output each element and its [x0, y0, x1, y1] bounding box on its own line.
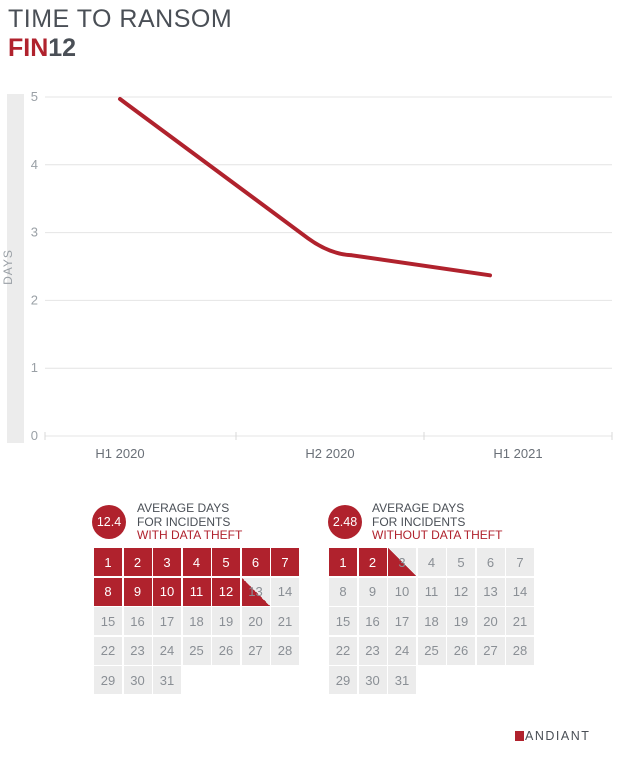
caption-line-1: AVERAGE DAYS — [372, 501, 465, 515]
calendar-day: 31 — [153, 666, 181, 694]
series-line — [118, 97, 492, 278]
calendar-day: 22 — [329, 636, 357, 665]
x-tick-label: H1 2021 — [493, 446, 542, 461]
calendar-day: 7 — [506, 548, 534, 576]
average-days-badge: 2.48 — [328, 505, 362, 539]
calendar-day: 30 — [123, 666, 152, 694]
x-tick-labels: H1 2020 H2 2020 H1 2021 — [95, 446, 542, 461]
calendar-day: 14 — [506, 577, 534, 606]
calendar-day: 26 — [447, 636, 475, 665]
x-tick-label: H1 2020 — [95, 446, 144, 461]
calendar-day: 21 — [271, 607, 299, 635]
calendar-day: 1 — [94, 548, 122, 576]
calendar-day: 1 — [329, 548, 357, 576]
calendar-day: 26 — [212, 636, 240, 665]
y-tick-label: 2 — [31, 292, 38, 307]
calendar-day: 13 — [476, 577, 505, 606]
caption-line-3: WITHOUT DATA THEFT — [372, 528, 503, 542]
y-tick-label: 3 — [31, 225, 38, 240]
calendar-day: 8 — [94, 577, 122, 606]
calendar-day: 20 — [476, 607, 505, 635]
calendar-day: 27 — [241, 636, 270, 665]
calendar-day: 11 — [417, 577, 446, 606]
caption-line-3: WITH DATA THEFT — [137, 528, 243, 542]
calendar-day: 3 — [153, 548, 181, 576]
y-tick-label: 0 — [31, 428, 38, 443]
calendar-caption: AVERAGE DAYS FOR INCIDENTS WITHOUT DATA … — [372, 501, 503, 543]
y-tick-label: 4 — [31, 157, 38, 172]
caption-line-2: FOR INCIDENTS — [372, 514, 466, 529]
calendar-day: 15 — [329, 607, 357, 635]
subtitle-number-part: 12 — [48, 34, 77, 62]
calendar-day: 6 — [241, 548, 270, 576]
calendar-day: 14 — [271, 577, 299, 606]
calendar-day: 5 — [212, 548, 240, 576]
calendar-day: 24 — [388, 636, 416, 665]
calendar-day: 30 — [358, 666, 387, 694]
calendar-day: 18 — [417, 607, 446, 635]
calendar-day: 7 — [271, 548, 299, 576]
calendar-day: 2 — [123, 548, 152, 576]
chart-subtitle: FIN12 — [8, 34, 76, 63]
calendar-day: 19 — [212, 607, 240, 635]
calendar-day: 28 — [506, 636, 534, 665]
calendar-day: 17 — [388, 607, 416, 635]
calendar-grid: 1 2 3 4 5 6 7 8 9 10 11 12 13 14 15 16 17 18 19 20 21 22 23 24 2… — [94, 548, 299, 694]
calendar-day: 25 — [182, 636, 211, 665]
calendar-day: 23 — [358, 636, 387, 665]
calendar-day: 5 — [447, 548, 475, 576]
y-tick-label: 5 — [31, 89, 38, 104]
calendar-day: 13 — [241, 577, 270, 606]
calendar-day: 12 — [447, 577, 475, 606]
calendar-day: 22 — [94, 636, 122, 665]
calendar-day: 2 — [358, 548, 387, 576]
calendar-day: 10 — [388, 577, 416, 606]
average-days-badge: 12.4 — [92, 505, 126, 539]
calendar-caption: AVERAGE DAYS FOR INCIDENTS WITH DATA THE… — [137, 501, 243, 543]
calendar-day: 12 — [212, 577, 240, 606]
calendar-day: 31 — [388, 666, 416, 694]
calendar-day: 16 — [358, 607, 387, 635]
gridlines — [44, 96, 613, 440]
calendar-day: 9 — [123, 577, 152, 606]
calendar-day: 3 — [388, 548, 416, 576]
calendar-day: 20 — [241, 607, 270, 635]
calendar-day: 24 — [153, 636, 181, 665]
series-lines — [118, 97, 492, 278]
logo-text: ANDIANT — [525, 729, 591, 743]
y-tick-labels: 0 1 2 3 4 5 — [31, 89, 38, 443]
caption-line-2: FOR INCIDENTS — [137, 514, 231, 529]
logo-mark-icon — [515, 731, 524, 741]
caption-line-1: AVERAGE DAYS — [137, 501, 230, 515]
calendar-day: 29 — [94, 666, 122, 694]
subtitle-red-part: FIN — [8, 34, 49, 62]
calendar-day: 10 — [153, 577, 181, 606]
calendar-day: 8 — [329, 577, 357, 606]
x-tick-label: H2 2020 — [305, 446, 354, 461]
calendar-day: 17 — [153, 607, 181, 635]
chart-title: TIME TO RANSOM — [8, 5, 233, 33]
calendar-day: 4 — [417, 548, 446, 576]
line-chart: 0 1 2 3 4 5 H1 2020 H2 2020 H1 2021 — [31, 89, 613, 461]
calendar-day: 25 — [417, 636, 446, 665]
calendar-day: 11 — [182, 577, 211, 606]
calendar-grid: 1 2 3 4 5 6 7 8 9 10 11 12 13 14 15 16 17 18 19 20 21 22 23 24 2… — [329, 548, 534, 694]
calendar-day: 6 — [476, 548, 505, 576]
calendar-day: 15 — [94, 607, 122, 635]
calendar-day: 21 — [506, 607, 534, 635]
y-tick-label: 1 — [31, 360, 38, 375]
mandiant-logo: ANDIANT — [515, 729, 590, 743]
calendar-day: 19 — [447, 607, 475, 635]
y-axis-band — [7, 94, 24, 443]
calendar-day: 4 — [182, 548, 211, 576]
calendar-day: 16 — [123, 607, 152, 635]
calendar-day: 28 — [271, 636, 299, 665]
calendar-day: 23 — [123, 636, 152, 665]
calendar-day: 18 — [182, 607, 211, 635]
calendar-day: 27 — [476, 636, 505, 665]
calendar-day: 29 — [329, 666, 357, 694]
calendar-day: 9 — [358, 577, 387, 606]
